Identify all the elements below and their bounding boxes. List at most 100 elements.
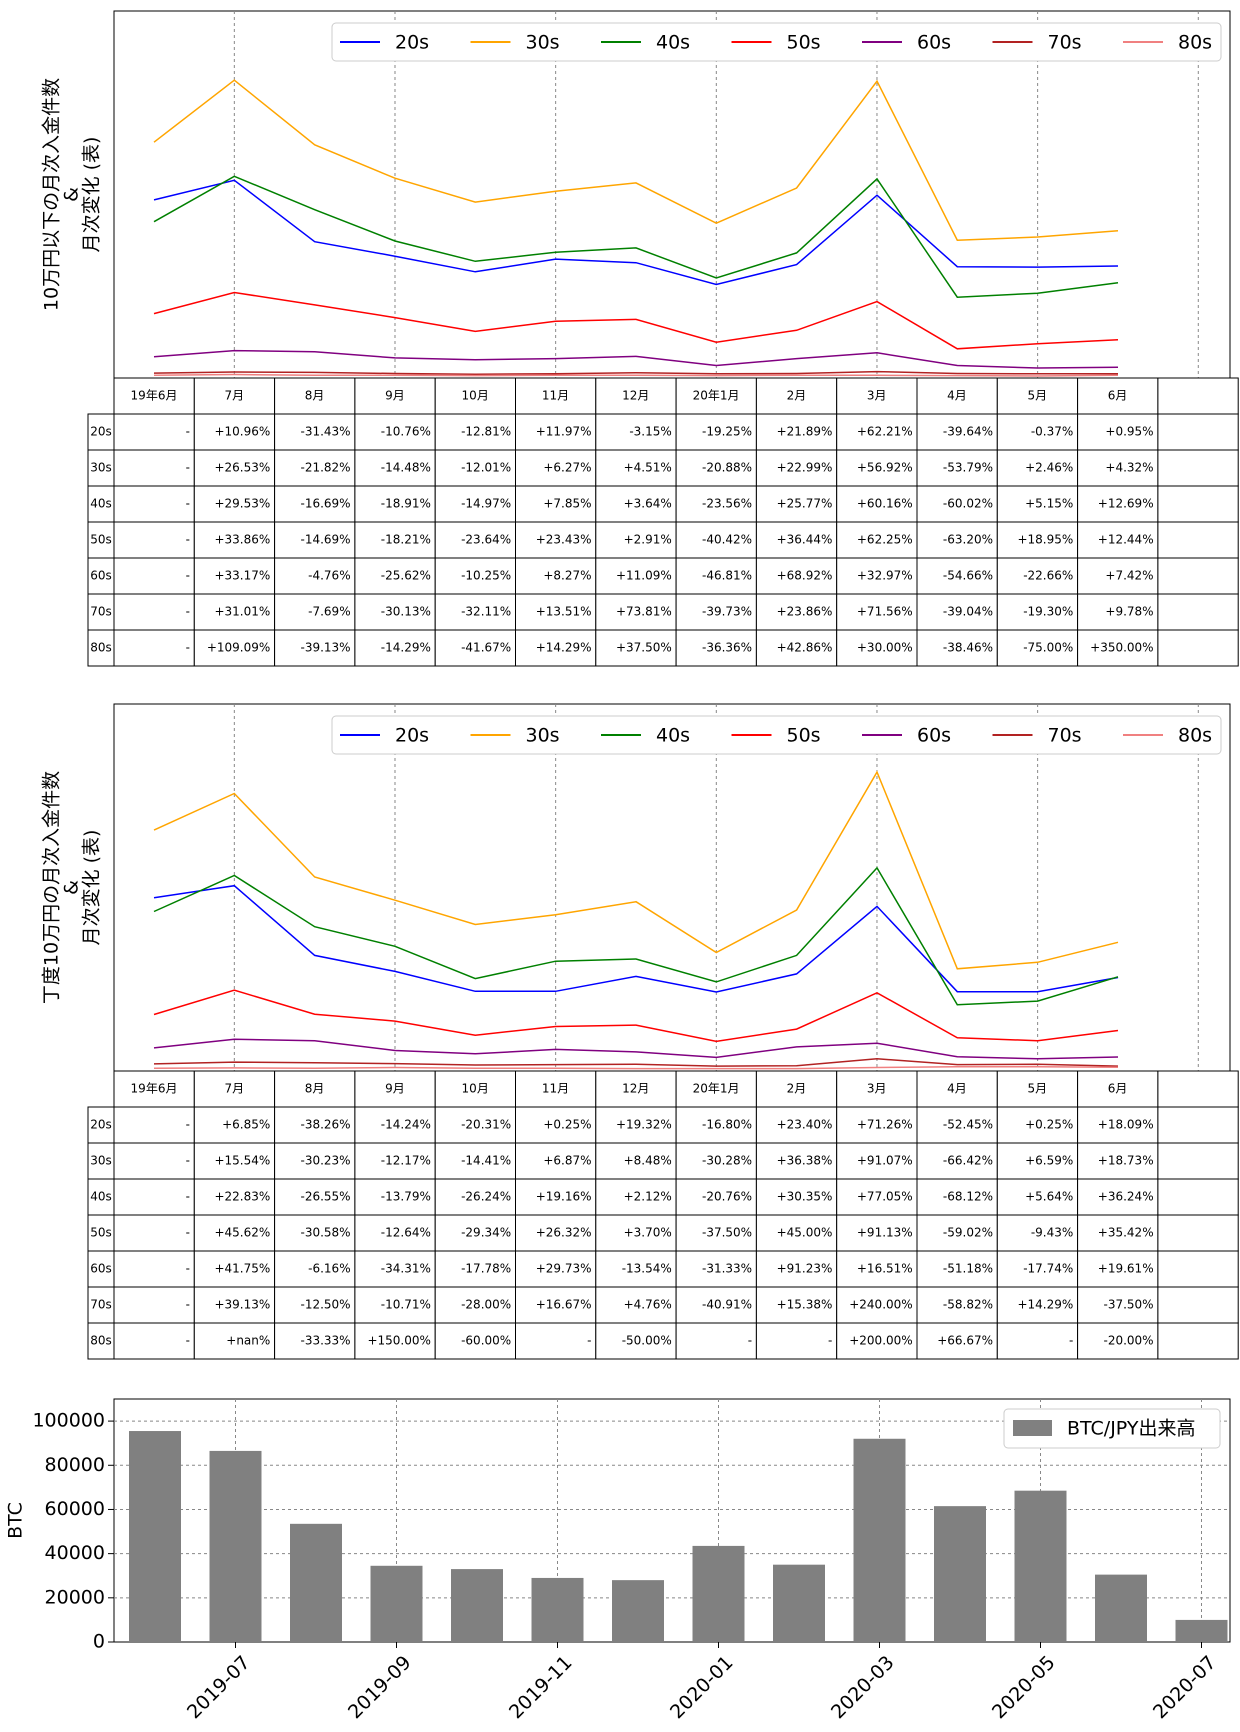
column-header: 5月 — [1027, 389, 1047, 403]
table-cell — [354, 521, 436, 559]
table-cell — [1157, 1178, 1239, 1216]
table-value: -16.69% — [301, 497, 351, 511]
table-value: -12.01% — [461, 461, 511, 475]
table-value: - — [186, 1190, 190, 1204]
table-cell — [434, 1214, 517, 1252]
table-value: +36.24% — [1098, 1190, 1154, 1204]
table-value: +4.76% — [624, 1298, 672, 1312]
table-value: +33.86% — [214, 533, 270, 547]
table-value: -17.78% — [461, 1262, 511, 1276]
table-cell — [515, 485, 597, 523]
column-header: 3月 — [867, 1082, 887, 1096]
table-cell — [434, 1250, 517, 1288]
table-cell — [1157, 1106, 1239, 1144]
bar-2019-10 — [451, 1569, 503, 1642]
bar-2019-11 — [531, 1577, 584, 1642]
bar-2019-06 — [129, 1431, 181, 1642]
x-tick-label: 2020-01 — [666, 1652, 738, 1724]
table-cell — [274, 1178, 356, 1216]
table-cell — [996, 521, 1079, 559]
table-cell — [274, 1250, 356, 1288]
table-value: +11.09% — [616, 569, 672, 583]
legend-label-40s: 40s — [656, 32, 690, 54]
table-value: +15.38% — [777, 1298, 833, 1312]
table-value: - — [748, 1334, 752, 1348]
table-cell — [1157, 557, 1239, 595]
table-value: -54.66% — [943, 569, 993, 583]
row-label: 40s — [90, 1190, 112, 1204]
table-value: +0.25% — [543, 1118, 591, 1132]
table-value: -40.42% — [702, 533, 752, 547]
column-header: 19年6月 — [131, 1082, 178, 1096]
column-header: 7月 — [224, 389, 244, 403]
table-value: +109.09% — [207, 641, 270, 655]
column-header: 7月 — [224, 1082, 244, 1096]
table-cell — [1077, 1214, 1159, 1252]
table-value: +73.81% — [616, 605, 672, 619]
row-label: 70s — [90, 605, 112, 619]
bar-2020-02 — [773, 1564, 825, 1642]
table-value: +23.43% — [536, 533, 592, 547]
table-cell — [193, 1322, 276, 1360]
table-value: -30.13% — [381, 605, 431, 619]
table-cell — [1077, 1322, 1159, 1360]
table-cell — [515, 413, 597, 451]
series-line-30s — [153, 770, 1119, 970]
table-value: +36.38% — [777, 1154, 833, 1168]
table-cell — [515, 449, 597, 487]
bar-2019-07 — [209, 1450, 262, 1642]
table-value: -18.21% — [381, 533, 431, 547]
table-cell — [755, 629, 838, 667]
table-value: - — [186, 1298, 190, 1312]
table-cell — [755, 593, 838, 631]
legend-label-50s: 50s — [787, 725, 821, 747]
table-value: -17.74% — [1023, 1262, 1073, 1276]
series-line-70s — [153, 370, 1118, 375]
legend: 20s 30s 40s 50s 60s 70s 80s — [331, 22, 1222, 62]
header-cell — [1157, 1070, 1239, 1108]
table-cell — [193, 593, 276, 631]
table-cell — [755, 1322, 838, 1360]
header-cell — [916, 1070, 998, 1108]
table-value: +nan% — [226, 1334, 270, 1348]
table-cell — [675, 413, 757, 451]
table-value: -22.66% — [1023, 569, 1073, 583]
table-value: +9.78% — [1105, 605, 1153, 619]
table-cell — [595, 629, 677, 667]
table-value: -39.73% — [702, 605, 752, 619]
table-value: +71.26% — [857, 1118, 913, 1132]
table-value: - — [186, 605, 190, 619]
table-value: +41.75% — [214, 1262, 270, 1276]
table-cell — [595, 1142, 677, 1180]
table-cell — [1157, 1286, 1239, 1324]
table-cell — [354, 1178, 436, 1216]
legend-label-40s: 40s — [656, 725, 690, 747]
table-value: +71.56% — [857, 605, 913, 619]
series-line-40s — [153, 866, 1119, 1006]
table-value: - — [186, 533, 190, 547]
table-value: -39.04% — [943, 605, 993, 619]
table-value: +62.25% — [857, 533, 913, 547]
series-line-80s — [153, 1066, 1119, 1070]
x-tick-label: 2019-09 — [344, 1652, 416, 1724]
row-label: 50s — [90, 1226, 112, 1240]
table-cell — [755, 1286, 838, 1324]
table-value: - — [186, 1226, 190, 1240]
table-value: -12.17% — [381, 1154, 431, 1168]
table-cell — [274, 1322, 356, 1360]
table-cell — [434, 485, 517, 523]
table-cell — [755, 449, 838, 487]
legend: BTC/JPY出来高 — [1003, 1408, 1221, 1449]
column-header: 6月 — [1108, 1082, 1128, 1096]
table-value: +0.25% — [1025, 1118, 1073, 1132]
table-cell — [113, 1142, 195, 1180]
table-cell — [193, 413, 276, 451]
table-value: +56.92% — [857, 461, 913, 475]
table-cell — [193, 521, 276, 559]
table-value: +26.53% — [214, 461, 270, 475]
table-value: -14.29% — [381, 641, 431, 655]
y-tick-label: 0 — [93, 1631, 105, 1653]
table-value: -12.81% — [461, 425, 511, 439]
column-header: 8月 — [305, 389, 325, 403]
table-value: -60.00% — [461, 1334, 511, 1348]
